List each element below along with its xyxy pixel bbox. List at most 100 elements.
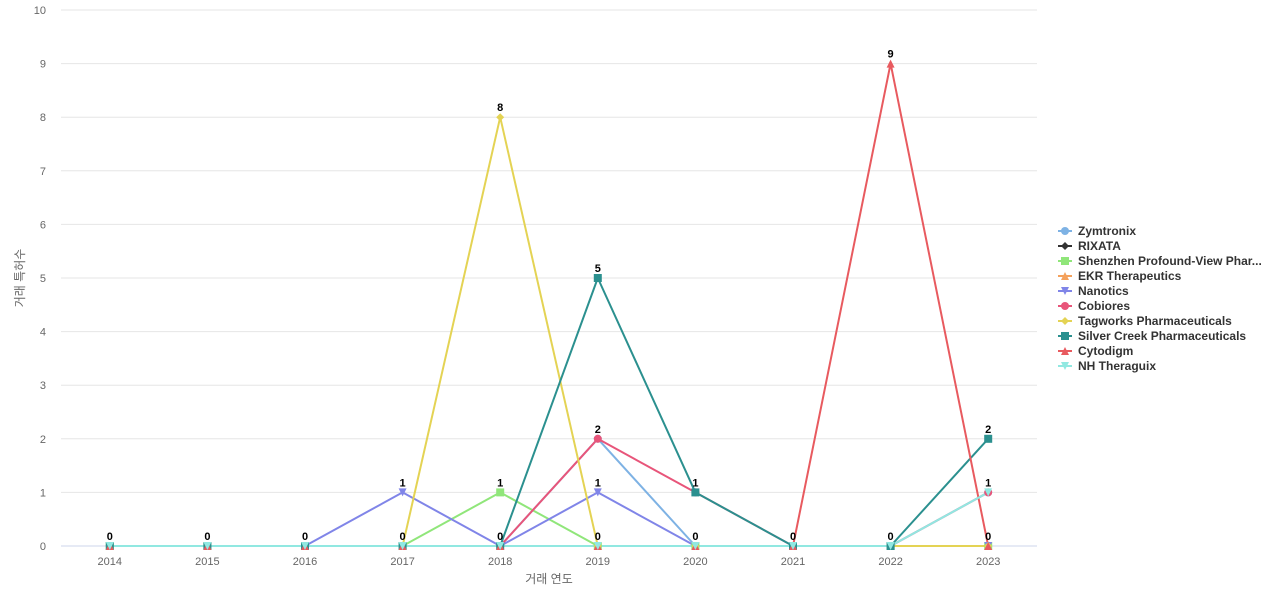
data-label: 0 xyxy=(692,531,698,543)
data-label: 0 xyxy=(400,531,406,543)
series-line[interactable] xyxy=(108,277,990,547)
data-label: 2 xyxy=(595,424,601,436)
legend-item[interactable]: Cobiores xyxy=(1058,299,1130,313)
legend-marker[interactable] xyxy=(1061,227,1069,235)
data-point[interactable] xyxy=(886,542,895,550)
y-tick-label: 9 xyxy=(40,59,46,71)
data-label: 0 xyxy=(595,531,601,543)
data-label: 1 xyxy=(400,477,406,489)
x-tick-label: 2018 xyxy=(488,556,512,568)
data-point[interactable] xyxy=(691,488,700,497)
y-tick-label: 4 xyxy=(40,327,46,339)
series-line[interactable] xyxy=(108,491,990,547)
series-line[interactable] xyxy=(108,491,990,547)
x-tick-label: 2021 xyxy=(781,556,805,568)
data-point[interactable] xyxy=(593,542,602,550)
legend-marker[interactable] xyxy=(1061,332,1069,340)
x-tick-label: 2014 xyxy=(98,556,122,568)
data-point[interactable] xyxy=(398,488,407,497)
y-tick-label: 6 xyxy=(40,219,46,231)
data-label: 1 xyxy=(985,477,991,489)
legend-item[interactable]: Tagworks Pharmaceuticals xyxy=(1058,314,1232,328)
legend-label: Zymtronix xyxy=(1078,224,1136,238)
legend-marker[interactable] xyxy=(1061,287,1069,295)
data-label: 2 xyxy=(985,424,991,436)
data-label: 0 xyxy=(985,531,991,543)
data-point[interactable] xyxy=(789,542,797,550)
data-point[interactable] xyxy=(496,488,505,497)
data-label: 1 xyxy=(692,477,698,489)
data-labels: 0 0 0 1 0 8 1 0 5 2 1 0 1 0 0 9 0 2 1 0 xyxy=(107,49,992,543)
data-label: 0 xyxy=(302,531,308,543)
data-label: 1 xyxy=(595,477,601,489)
legend-item[interactable]: Nanotics xyxy=(1058,284,1129,298)
data-point[interactable] xyxy=(984,488,993,497)
y-tick-label: 3 xyxy=(40,380,46,392)
data-label: 0 xyxy=(790,531,796,543)
x-tick-label: 2019 xyxy=(586,556,610,568)
legend-label: RIXATA xyxy=(1078,239,1121,253)
legend-item[interactable]: RIXATA xyxy=(1058,239,1121,253)
legend-marker[interactable] xyxy=(1061,347,1069,355)
legend-marker[interactable] xyxy=(1061,302,1069,310)
y-axis-title: 거래 특허수 xyxy=(13,249,27,308)
legend-label: EKR Therapeutics xyxy=(1078,269,1182,283)
legend-marker[interactable] xyxy=(1061,257,1069,265)
legend-item[interactable]: NH Theraguix xyxy=(1058,359,1156,373)
legend-label: Nanotics xyxy=(1078,284,1129,298)
data-label: 8 xyxy=(497,102,503,114)
y-tick-label: 10 xyxy=(34,5,46,17)
legend-label: Shenzhen Profound-View Phar... xyxy=(1078,254,1262,268)
series-line[interactable] xyxy=(108,62,990,547)
x-axis-title: 거래 연도 xyxy=(525,572,573,586)
legend-marker[interactable] xyxy=(1061,272,1069,280)
x-tick-label: 2022 xyxy=(878,556,902,568)
data-point[interactable] xyxy=(105,542,114,550)
series-lines xyxy=(108,62,990,547)
data-point[interactable] xyxy=(496,542,505,550)
y-tick-label: 2 xyxy=(40,434,46,446)
series-markers xyxy=(105,59,993,550)
data-point[interactable] xyxy=(398,542,407,550)
legend-item[interactable]: Silver Creek Pharmaceuticals xyxy=(1058,329,1246,343)
data-point[interactable] xyxy=(593,434,602,443)
data-label: 0 xyxy=(204,531,210,543)
data-point[interactable] xyxy=(886,59,895,68)
data-point[interactable] xyxy=(984,542,993,550)
legend-marker[interactable] xyxy=(1061,242,1069,250)
grid xyxy=(61,9,1037,547)
x-tick-label: 2017 xyxy=(390,556,414,568)
legend-item[interactable]: Shenzhen Profound-View Phar... xyxy=(1058,254,1262,268)
x-axis-ticks: 2014 2015 2016 2017 2018 2019 2020 2021 2022 2023 xyxy=(98,556,1001,568)
data-point[interactable] xyxy=(203,542,212,550)
legend-label: Cytodigm xyxy=(1078,344,1133,358)
data-point[interactable] xyxy=(984,434,993,443)
legend-marker[interactable] xyxy=(1061,317,1069,325)
y-tick-label: 8 xyxy=(40,112,46,124)
y-tick-label: 1 xyxy=(40,487,46,499)
data-point[interactable] xyxy=(301,542,309,550)
data-label: 0 xyxy=(497,531,503,543)
legend-label: Cobiores xyxy=(1078,299,1130,313)
legend-item[interactable]: Cytodigm xyxy=(1058,344,1133,358)
data-label: 0 xyxy=(107,531,113,543)
legend-label: NH Theraguix xyxy=(1078,359,1156,373)
y-axis-ticks: 0 1 2 3 4 5 6 7 8 9 10 xyxy=(34,5,46,553)
data-point[interactable] xyxy=(593,488,602,497)
data-point[interactable] xyxy=(593,274,602,282)
x-tick-label: 2016 xyxy=(293,556,317,568)
data-label: 1 xyxy=(497,477,503,489)
y-tick-label: 7 xyxy=(40,166,46,178)
legend-marker[interactable] xyxy=(1061,362,1069,370)
data-label: 0 xyxy=(888,531,894,543)
legend-item[interactable]: Zymtronix xyxy=(1058,224,1136,238)
data-point[interactable] xyxy=(496,113,505,122)
data-point[interactable] xyxy=(691,542,700,550)
y-tick-label: 0 xyxy=(40,541,46,553)
data-label: 9 xyxy=(888,49,894,61)
x-tick-label: 2020 xyxy=(683,556,707,568)
legend-item[interactable]: EKR Therapeutics xyxy=(1058,269,1182,283)
